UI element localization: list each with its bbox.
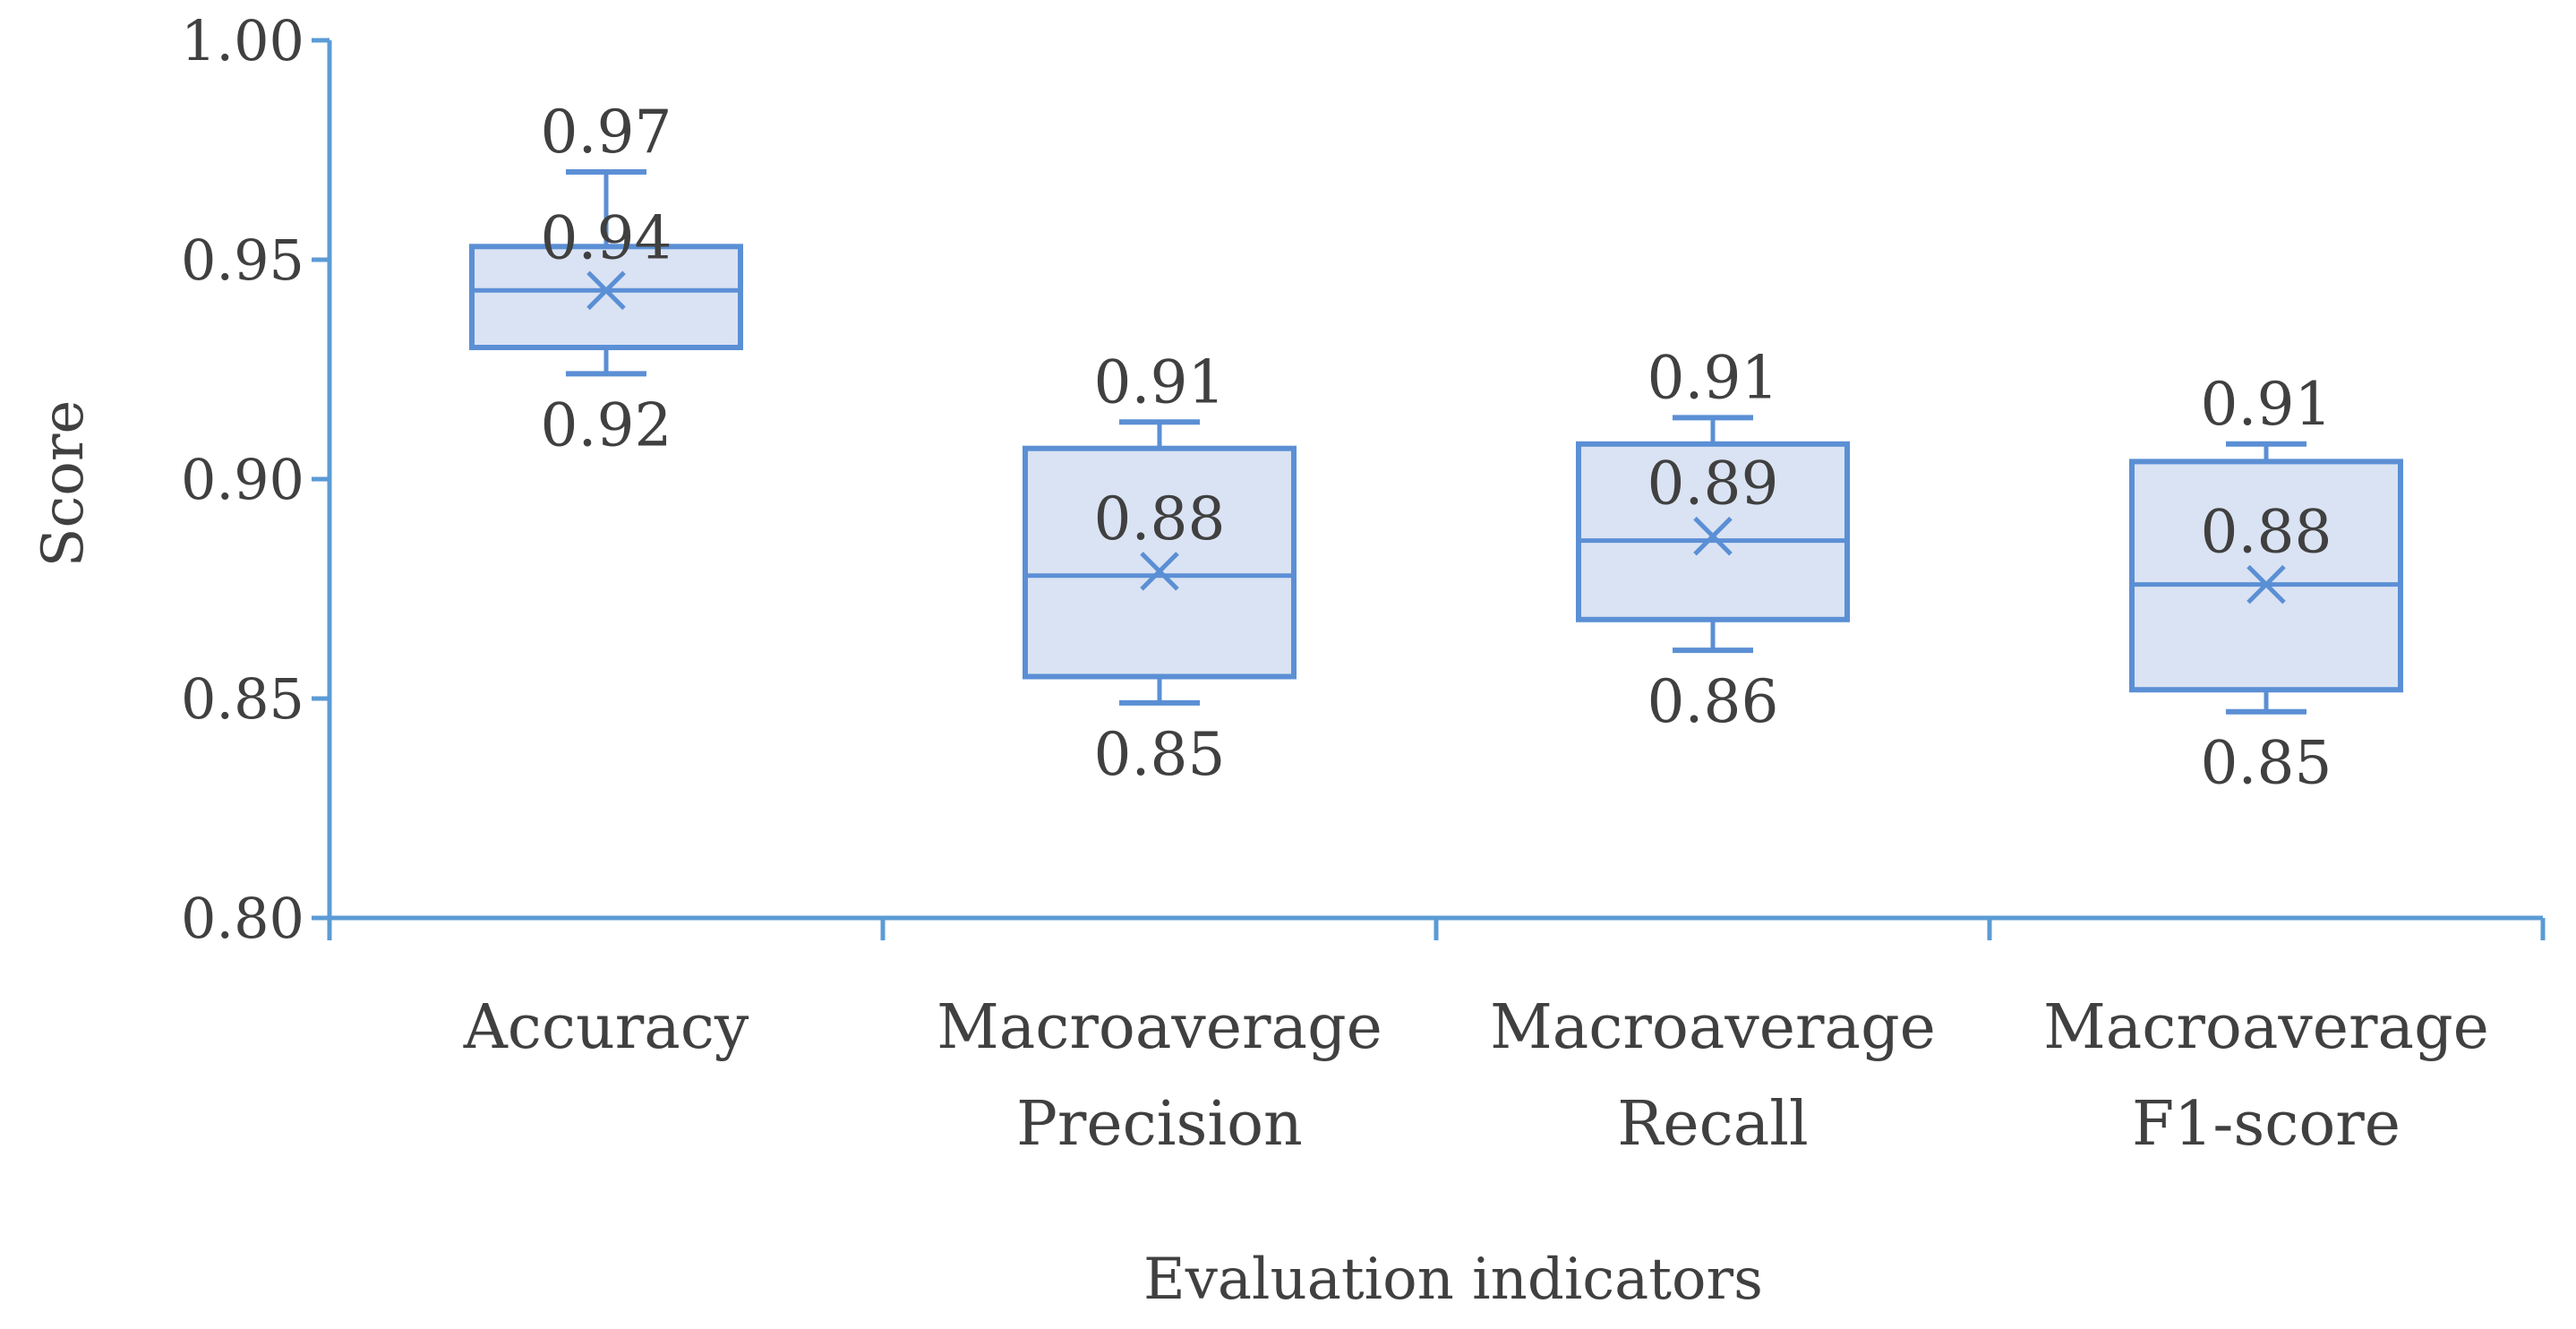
- boxes: [469, 169, 2403, 715]
- box-1: [469, 169, 743, 377]
- y-axis: 0.80 0.85 0.90 0.95 1.00: [181, 8, 332, 951]
- x-category-label: Macroaverage Recall: [1490, 992, 1936, 1160]
- y-tick-label: 0.80: [181, 886, 304, 951]
- y-axis-title: Score: [30, 400, 97, 568]
- min-data-label: 0.85: [2201, 729, 2332, 798]
- max-data-label: 0.91: [1647, 343, 1779, 412]
- min-data-label: 0.92: [541, 390, 672, 459]
- mean-marker: [586, 270, 626, 311]
- x-category-label-line: Macroaverage: [2043, 992, 2489, 1063]
- box-2: [1023, 419, 1297, 706]
- iqr-box: [2129, 459, 2403, 693]
- y-tick-label: 0.90: [181, 447, 304, 512]
- mean-data-label: 0.88: [1094, 484, 1226, 553]
- x-category-label-line: Precision: [1016, 1089, 1303, 1160]
- box-4: [2129, 441, 2403, 715]
- x-category-label-line: Recall: [1617, 1089, 1809, 1160]
- mean-marker: [2247, 564, 2286, 604]
- mean-marker: [1693, 516, 1733, 556]
- min-data-label: 0.85: [1094, 720, 1226, 789]
- x-category-label: Accuracy: [463, 992, 749, 1063]
- iqr-box: [1576, 441, 1850, 622]
- mean-marker: [1140, 552, 1179, 591]
- x-axis-title: Evaluation indicators: [1143, 1247, 1763, 1313]
- max-data-label: 0.91: [1094, 347, 1226, 416]
- max-data-label: 0.97: [541, 98, 672, 167]
- y-tick-label: 1.00: [181, 8, 304, 73]
- x-category-label: Macroaverage Precision: [937, 992, 1382, 1160]
- data-labels: 0.97 0.94 0.92 0.91 0.88 0.85 0.91 0.89 0.86 0.91…: [541, 98, 2332, 798]
- mean-data-label: 0.89: [1647, 450, 1779, 519]
- min-data-label: 0.86: [1647, 667, 1779, 736]
- x-category-label-line: Macroaverage: [937, 992, 1382, 1063]
- x-axis: Accuracy Macroaverage PrecisionMacroaverag…: [327, 915, 2546, 1160]
- x-category-label-line: Macroaverage: [1490, 992, 1936, 1063]
- y-tick-label: 0.85: [181, 666, 304, 732]
- box-3: [1576, 415, 1850, 654]
- iqr-box: [1023, 445, 1297, 680]
- x-category-label: Macroaverage F1-score: [2043, 992, 2489, 1160]
- mean-data-label: 0.94: [541, 203, 672, 272]
- x-category-label-line: Accuracy: [463, 992, 749, 1063]
- y-tick-label: 0.95: [181, 227, 304, 293]
- x-category-label-line: F1-score: [2132, 1089, 2401, 1160]
- mean-data-label: 0.88: [2201, 498, 2332, 567]
- max-data-label: 0.91: [2201, 370, 2332, 439]
- iqr-box: [469, 244, 743, 350]
